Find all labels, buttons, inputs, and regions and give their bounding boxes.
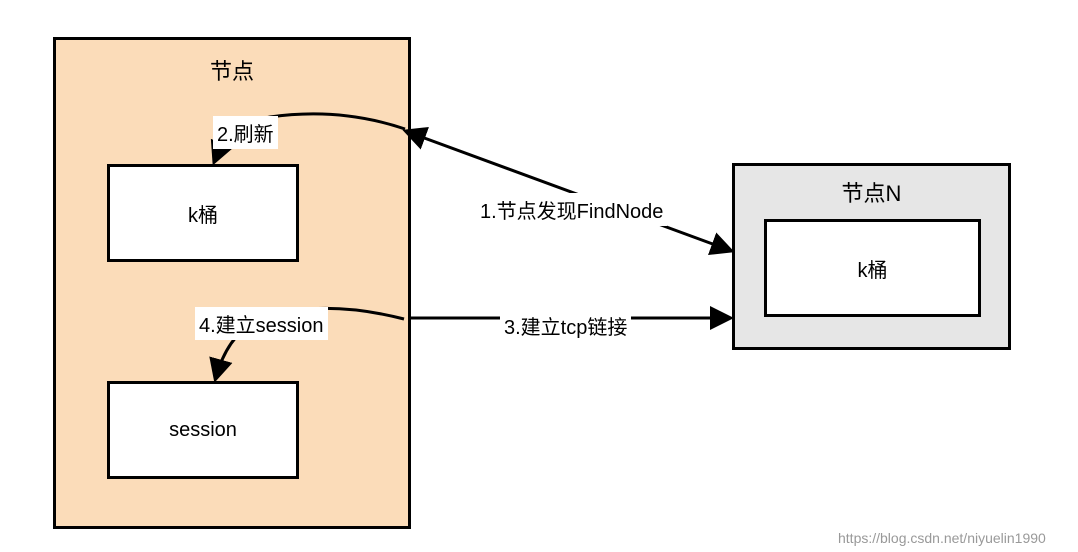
watermark-text: https://blog.csdn.net/niyuelin1990: [838, 530, 1046, 546]
kbucket-box-right: k桶: [764, 219, 981, 317]
edge-findnode: [408, 132, 729, 250]
edge-refresh-label: 2.刷新: [213, 116, 278, 149]
edge-findnode-label: 1.节点发现FindNode: [476, 193, 667, 226]
node-right-title: 节点N: [735, 176, 1008, 208]
session-label: session: [169, 419, 237, 442]
kbucket-left-label: k桶: [188, 199, 218, 228]
kbucket-box-left: k桶: [107, 164, 299, 262]
edge-tcp-label: 3.建立tcp链接: [500, 309, 631, 342]
kbucket-right-label: k桶: [858, 254, 888, 283]
edge-session-label: 4.建立session: [195, 307, 328, 340]
session-box: session: [107, 381, 299, 479]
node-left-title: 节点: [56, 54, 408, 86]
